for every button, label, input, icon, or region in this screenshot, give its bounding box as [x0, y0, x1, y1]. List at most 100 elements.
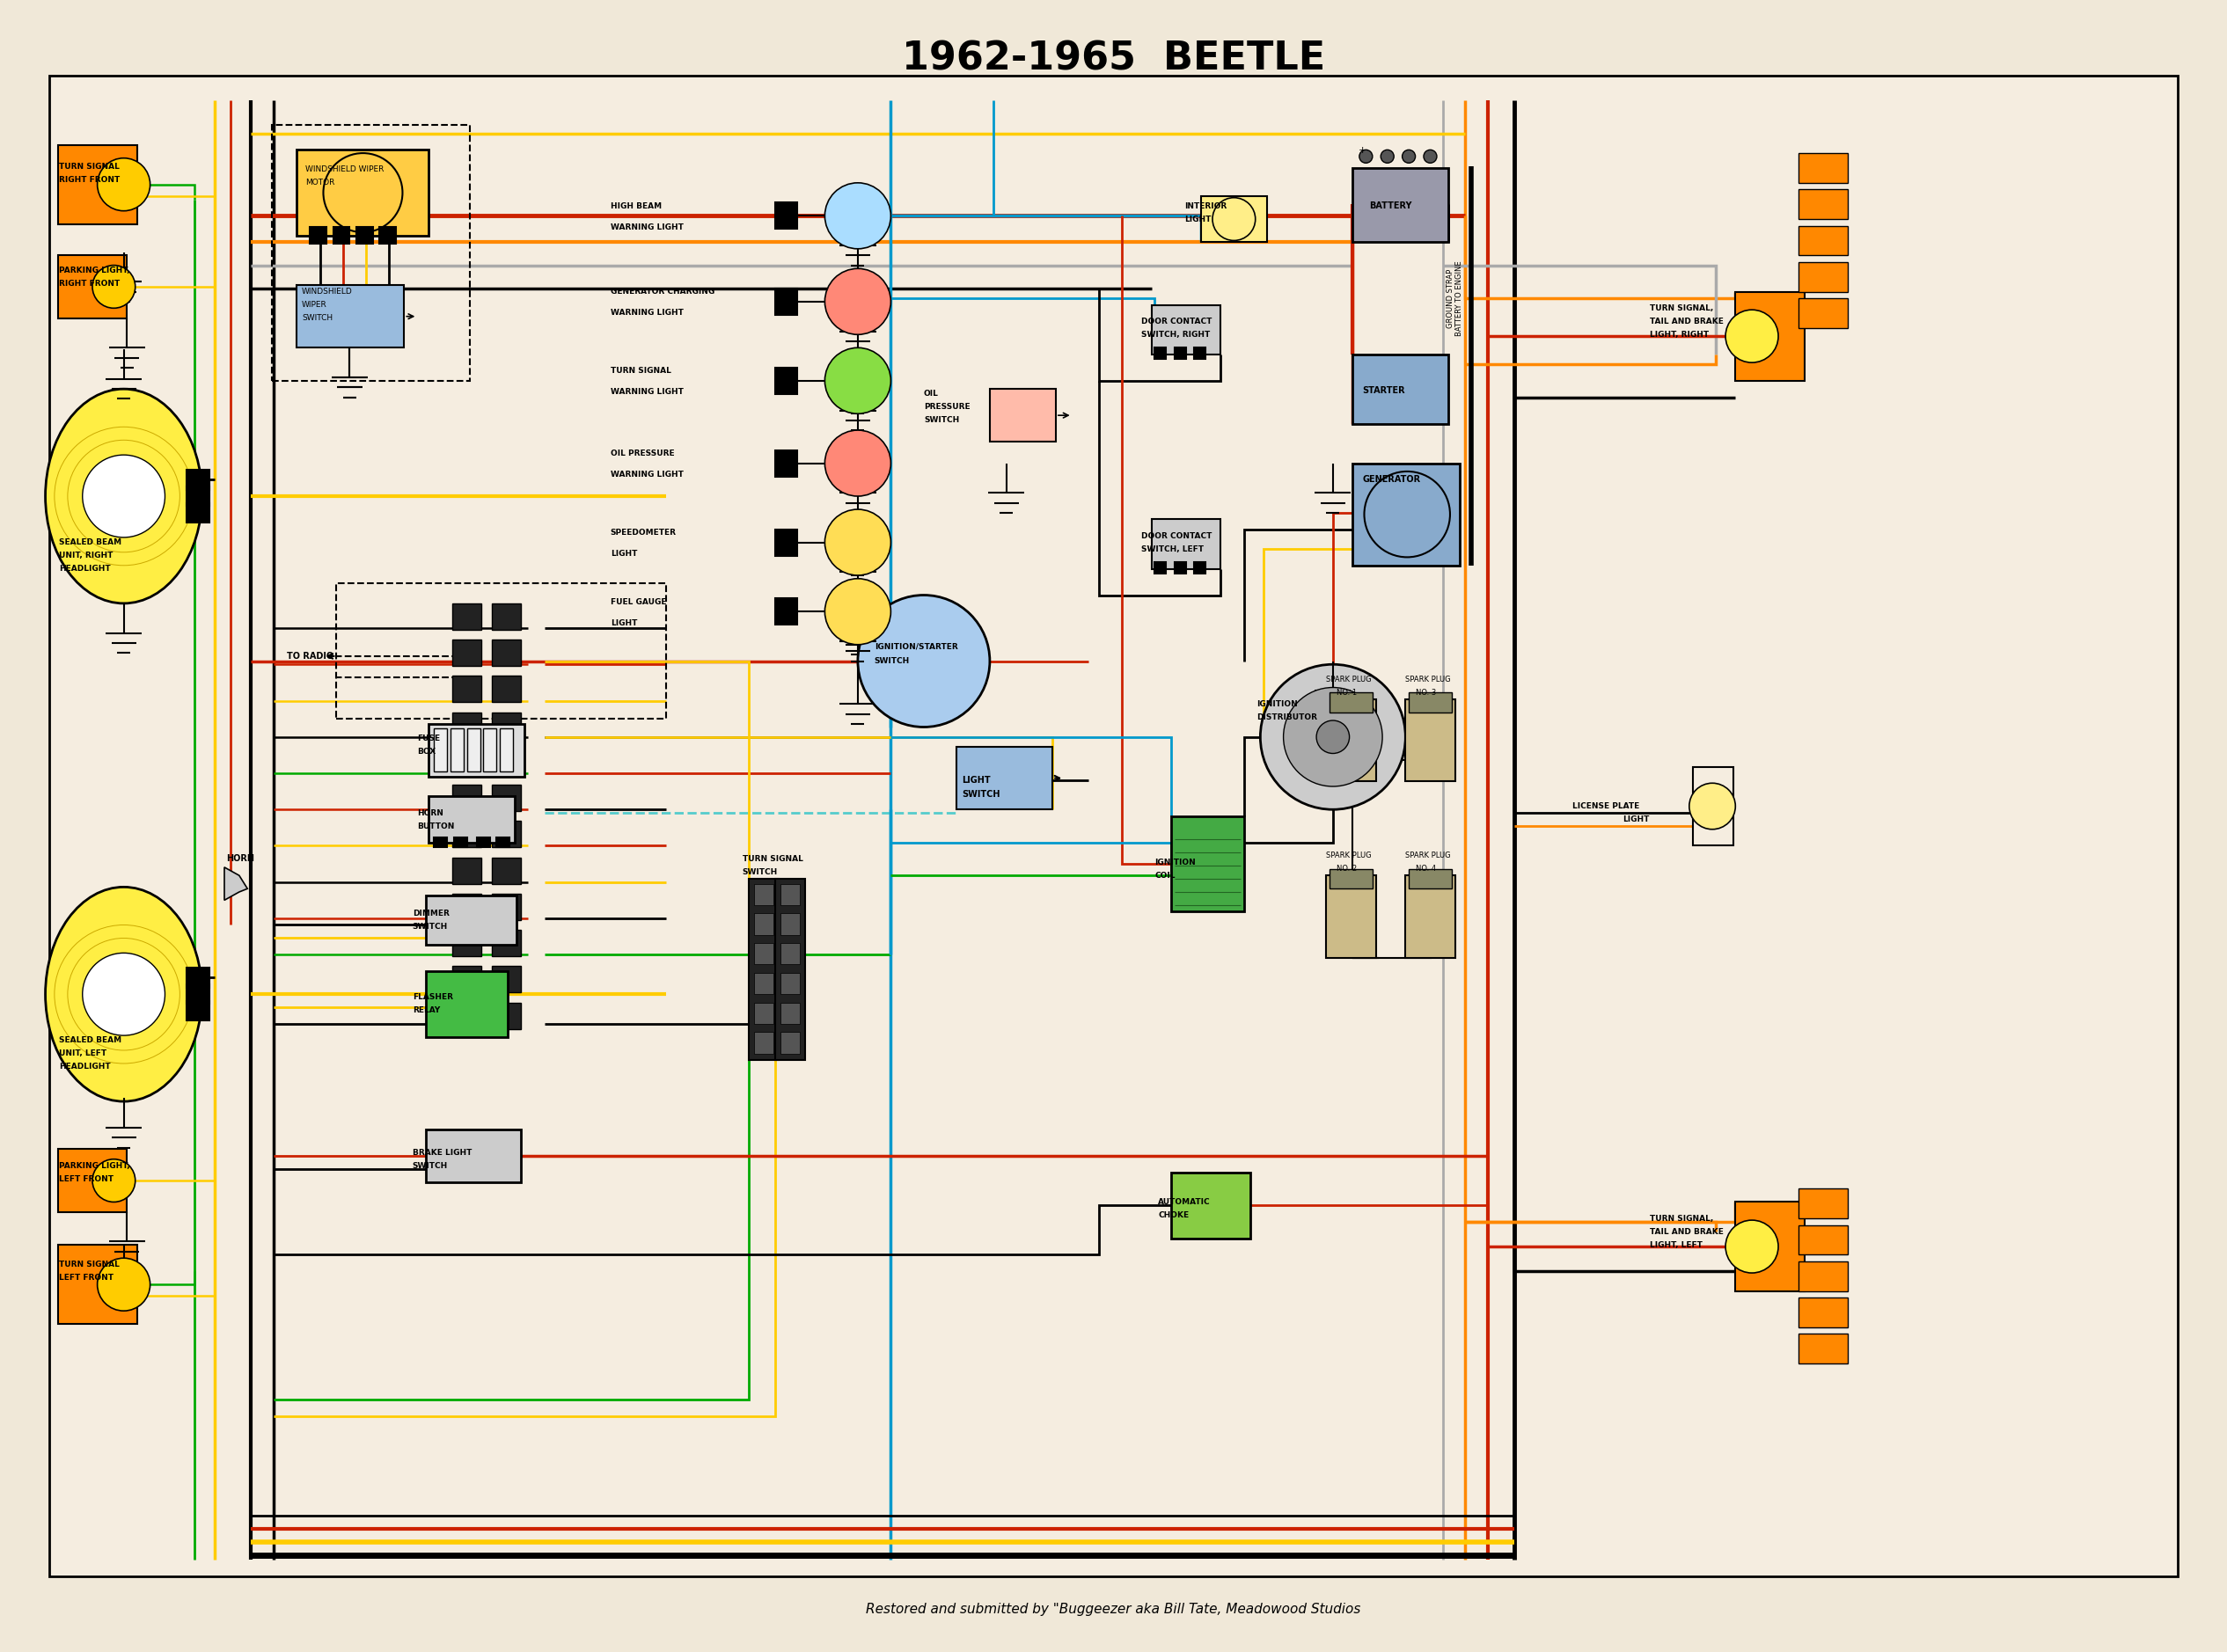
Text: LIGHT: LIGHT — [1623, 816, 1650, 823]
Bar — [477, 838, 490, 847]
Text: SPEEDOMETER: SPEEDOMETER — [610, 529, 677, 537]
Text: IGNITION/STARTER: IGNITION/STARTER — [875, 643, 958, 651]
Bar — [492, 930, 521, 957]
Bar — [1156, 562, 1167, 573]
Bar — [492, 712, 521, 738]
Text: SWITCH, LEFT: SWITCH, LEFT — [1142, 545, 1205, 553]
Bar — [434, 838, 448, 847]
Text: FLASHER: FLASHER — [412, 993, 452, 1001]
Bar — [1735, 292, 1804, 380]
Bar — [450, 729, 463, 771]
Circle shape — [1690, 783, 1735, 829]
Bar — [434, 729, 448, 771]
Circle shape — [1211, 198, 1256, 241]
Text: SPARK PLUG: SPARK PLUG — [1327, 852, 1372, 859]
Bar — [755, 1003, 773, 1024]
Bar — [430, 796, 514, 843]
Bar — [779, 943, 799, 965]
Bar — [356, 228, 372, 244]
Bar — [492, 603, 521, 629]
Bar — [775, 367, 797, 393]
Circle shape — [1726, 1221, 1779, 1274]
Bar — [452, 748, 481, 775]
Bar — [425, 971, 508, 1037]
Bar — [1410, 869, 1452, 889]
Text: WINDSHIELD: WINDSHIELD — [303, 287, 352, 296]
Bar — [1405, 699, 1454, 781]
Text: +: + — [1358, 145, 1367, 155]
Bar — [1200, 197, 1267, 243]
Text: HEADLIGHT: HEADLIGHT — [60, 1062, 111, 1070]
Text: LEFT FRONT: LEFT FRONT — [60, 1175, 114, 1183]
Bar — [452, 857, 481, 884]
Text: WARNING LIGHT: WARNING LIGHT — [610, 388, 684, 396]
Text: TURN SIGNAL: TURN SIGNAL — [742, 856, 804, 862]
Bar — [187, 502, 209, 522]
Text: TURN SIGNAL: TURN SIGNAL — [610, 367, 670, 375]
Bar — [1327, 876, 1376, 958]
Bar — [58, 1246, 136, 1323]
Text: LIGHT: LIGHT — [1185, 215, 1211, 223]
Text: RIGHT FRONT: RIGHT FRONT — [60, 279, 120, 287]
Bar — [1797, 1189, 1848, 1219]
Text: BOX: BOX — [416, 748, 436, 755]
Text: LIGHT: LIGHT — [610, 550, 637, 558]
Bar — [1797, 226, 1848, 256]
Bar — [755, 914, 773, 935]
Bar — [779, 914, 799, 935]
Bar — [334, 228, 350, 244]
Bar — [492, 894, 521, 920]
Circle shape — [824, 578, 891, 644]
Bar — [1405, 876, 1454, 958]
Bar — [775, 529, 797, 555]
Text: NO. 4: NO. 4 — [1416, 866, 1436, 872]
Bar — [452, 930, 481, 957]
Text: HEADLIGHT: HEADLIGHT — [60, 565, 111, 573]
Bar — [452, 821, 481, 847]
Circle shape — [824, 347, 891, 413]
Text: FUSE: FUSE — [416, 735, 441, 742]
Bar — [958, 747, 1053, 809]
Text: TURN SIGNAL: TURN SIGNAL — [60, 162, 120, 170]
Bar — [755, 943, 773, 965]
Bar — [1797, 1226, 1848, 1256]
Text: LEFT FRONT: LEFT FRONT — [60, 1274, 114, 1282]
Bar — [492, 821, 521, 847]
Text: WARNING LIGHT: WARNING LIGHT — [610, 471, 684, 479]
Text: LIGHT: LIGHT — [962, 775, 991, 785]
Text: IGNITION: IGNITION — [1256, 700, 1298, 709]
Text: HORN: HORN — [225, 854, 254, 864]
Bar — [187, 1001, 209, 1021]
Text: TURN SIGNAL,: TURN SIGNAL, — [1650, 1214, 1713, 1222]
Text: NO. 1: NO. 1 — [1336, 689, 1356, 697]
Text: BATTERY: BATTERY — [1370, 202, 1412, 210]
Bar — [452, 966, 481, 993]
Text: PRESSURE: PRESSURE — [924, 403, 971, 411]
Bar — [1174, 347, 1187, 358]
Circle shape — [82, 454, 165, 537]
Bar — [187, 469, 209, 489]
Circle shape — [1260, 664, 1405, 809]
Bar — [1797, 1333, 1848, 1363]
Circle shape — [91, 266, 136, 309]
Text: HIGH BEAM: HIGH BEAM — [610, 202, 661, 210]
Text: WARNING LIGHT: WARNING LIGHT — [610, 223, 684, 231]
Ellipse shape — [45, 887, 203, 1102]
Text: SWITCH: SWITCH — [742, 869, 777, 876]
Text: DOOR CONTACT: DOOR CONTACT — [1142, 317, 1211, 325]
Bar — [497, 838, 510, 847]
Text: SWITCH: SWITCH — [412, 923, 448, 930]
Bar — [1171, 1173, 1249, 1239]
Bar — [492, 857, 521, 884]
Circle shape — [98, 159, 149, 211]
Bar — [1693, 767, 1735, 846]
Bar — [452, 712, 481, 738]
Bar — [492, 1003, 521, 1029]
Text: SWITCH: SWITCH — [875, 657, 909, 666]
Bar — [779, 1003, 799, 1024]
Polygon shape — [225, 867, 247, 900]
Bar — [1352, 354, 1448, 423]
Text: DISTRIBUTOR: DISTRIBUTOR — [1256, 714, 1318, 722]
Text: AUTOMATIC: AUTOMATIC — [1158, 1198, 1211, 1206]
Text: LIGHT, RIGHT: LIGHT, RIGHT — [1650, 330, 1708, 339]
